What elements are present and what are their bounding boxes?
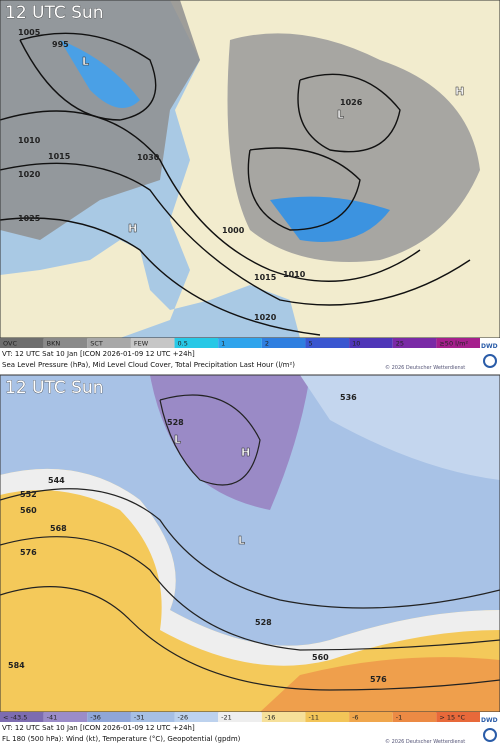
legend-label: -41 <box>47 714 58 722</box>
legend-swatch <box>130 338 175 348</box>
contour-label: 1026 <box>340 98 363 107</box>
copyright: © 2026 Deutscher Wetterdienst <box>385 738 465 745</box>
caption: VT: 12 UTC Sat 10 Jan [ICON 2026-01-09 1… <box>2 724 195 732</box>
contour-label: 995 <box>52 40 69 49</box>
copyright: © 2026 Deutscher Wetterdienst <box>385 364 465 371</box>
legend-label: 2 <box>265 340 269 348</box>
map-title: 12 UTC Sun <box>5 378 103 398</box>
legend-label: 25 <box>396 340 404 348</box>
legend-label: SCT <box>90 340 103 348</box>
low-marker: L <box>82 55 89 68</box>
contour-label: 1020 <box>18 170 41 179</box>
contour-label: 576 <box>370 675 387 684</box>
contour-label: 536 <box>340 393 357 402</box>
contour-label: 1015 <box>48 152 71 161</box>
contour-label: 584 <box>8 661 25 670</box>
legend-swatch <box>436 712 480 722</box>
logo-mark <box>483 354 497 368</box>
legend-swatch <box>43 338 88 348</box>
legend-label: -1 <box>396 714 402 722</box>
contour-label: 528 <box>255 618 272 627</box>
contour-label: 560 <box>20 506 37 515</box>
legend-swatch <box>349 338 393 348</box>
legend-label: ≥50 l/m² <box>439 340 468 348</box>
contour-label: 560 <box>312 653 329 662</box>
contour-label: 1030 <box>137 153 160 162</box>
map-title: 12 UTC Sun <box>5 3 103 23</box>
legend-swatch <box>261 338 306 348</box>
contour-label: 1025 <box>18 214 41 223</box>
low-marker: L <box>337 108 344 121</box>
contour-label: 576 <box>20 548 37 557</box>
low-marker: L <box>174 433 181 446</box>
pressure-map: 12 UTC Sun 1005 995 1010 1015 1020 1025 … <box>0 0 500 339</box>
legend-label: < -43.5 <box>3 714 27 722</box>
contour-label: 568 <box>50 524 67 533</box>
legend-swatch <box>305 712 350 722</box>
legend-label: BKN <box>47 340 61 348</box>
logo-text: DWD <box>481 717 498 724</box>
legend-swatch <box>261 712 306 722</box>
legend-swatch <box>218 712 262 722</box>
legend-label: -31 <box>134 714 145 722</box>
contour-label: 528 <box>167 418 184 427</box>
contour-label: 1005 <box>18 28 41 37</box>
contour-label: 1015 <box>254 273 277 282</box>
upper-air-map: 12 UTC Sun 528 536 544 552 560 568 576 5… <box>0 374 500 713</box>
legend-swatch <box>392 338 437 348</box>
contour-label: 1010 <box>18 136 41 145</box>
legend-swatch <box>0 712 44 722</box>
legend-swatch <box>436 338 480 348</box>
legend-label: 0.5 <box>178 340 188 348</box>
legend-swatch <box>130 712 175 722</box>
legend-swatch <box>349 712 393 722</box>
legend-label: -11 <box>308 714 319 722</box>
legend-label: > 15 °C <box>439 714 465 722</box>
legend-swatch <box>174 712 219 722</box>
caption: Sea Level Pressure (hPa), Mid Level Clou… <box>2 361 295 369</box>
high-marker: H <box>128 222 137 235</box>
legend-swatch <box>87 712 131 722</box>
legend-label: 5 <box>308 340 312 348</box>
legend-swatch <box>174 338 219 348</box>
high-marker: H <box>455 85 464 98</box>
legend-label: -21 <box>221 714 232 722</box>
legend-swatch <box>218 338 262 348</box>
legend-label: 1 <box>221 340 225 348</box>
caption: FL 180 (500 hPa): Wind (kt), Temperature… <box>2 735 241 743</box>
caption: VT: 12 UTC Sat 10 Jan [ICON 2026-01-09 1… <box>2 350 195 358</box>
low-marker: L <box>238 534 245 547</box>
legend-swatch <box>0 338 44 348</box>
contour-label: 544 <box>48 476 65 485</box>
contour-label: 1020 <box>254 313 277 322</box>
contour-label: 1010 <box>283 270 306 279</box>
legend-swatch <box>392 712 437 722</box>
logo-mark <box>483 728 497 742</box>
contour-label: 552 <box>20 490 37 499</box>
legend-label: FEW <box>134 340 149 348</box>
logo-text: DWD <box>481 343 498 350</box>
legend-label: -36 <box>90 714 101 722</box>
contour-label: 1000 <box>222 226 245 235</box>
legend-label: -26 <box>178 714 189 722</box>
legend-label: -16 <box>265 714 276 722</box>
legend-label: -6 <box>352 714 358 722</box>
legend-swatch <box>87 338 131 348</box>
legend-swatch <box>43 712 88 722</box>
legend-label: OVC <box>3 340 17 348</box>
legend-label: 10 <box>352 340 360 348</box>
legend-swatch <box>305 338 350 348</box>
high-marker: H <box>241 446 250 459</box>
